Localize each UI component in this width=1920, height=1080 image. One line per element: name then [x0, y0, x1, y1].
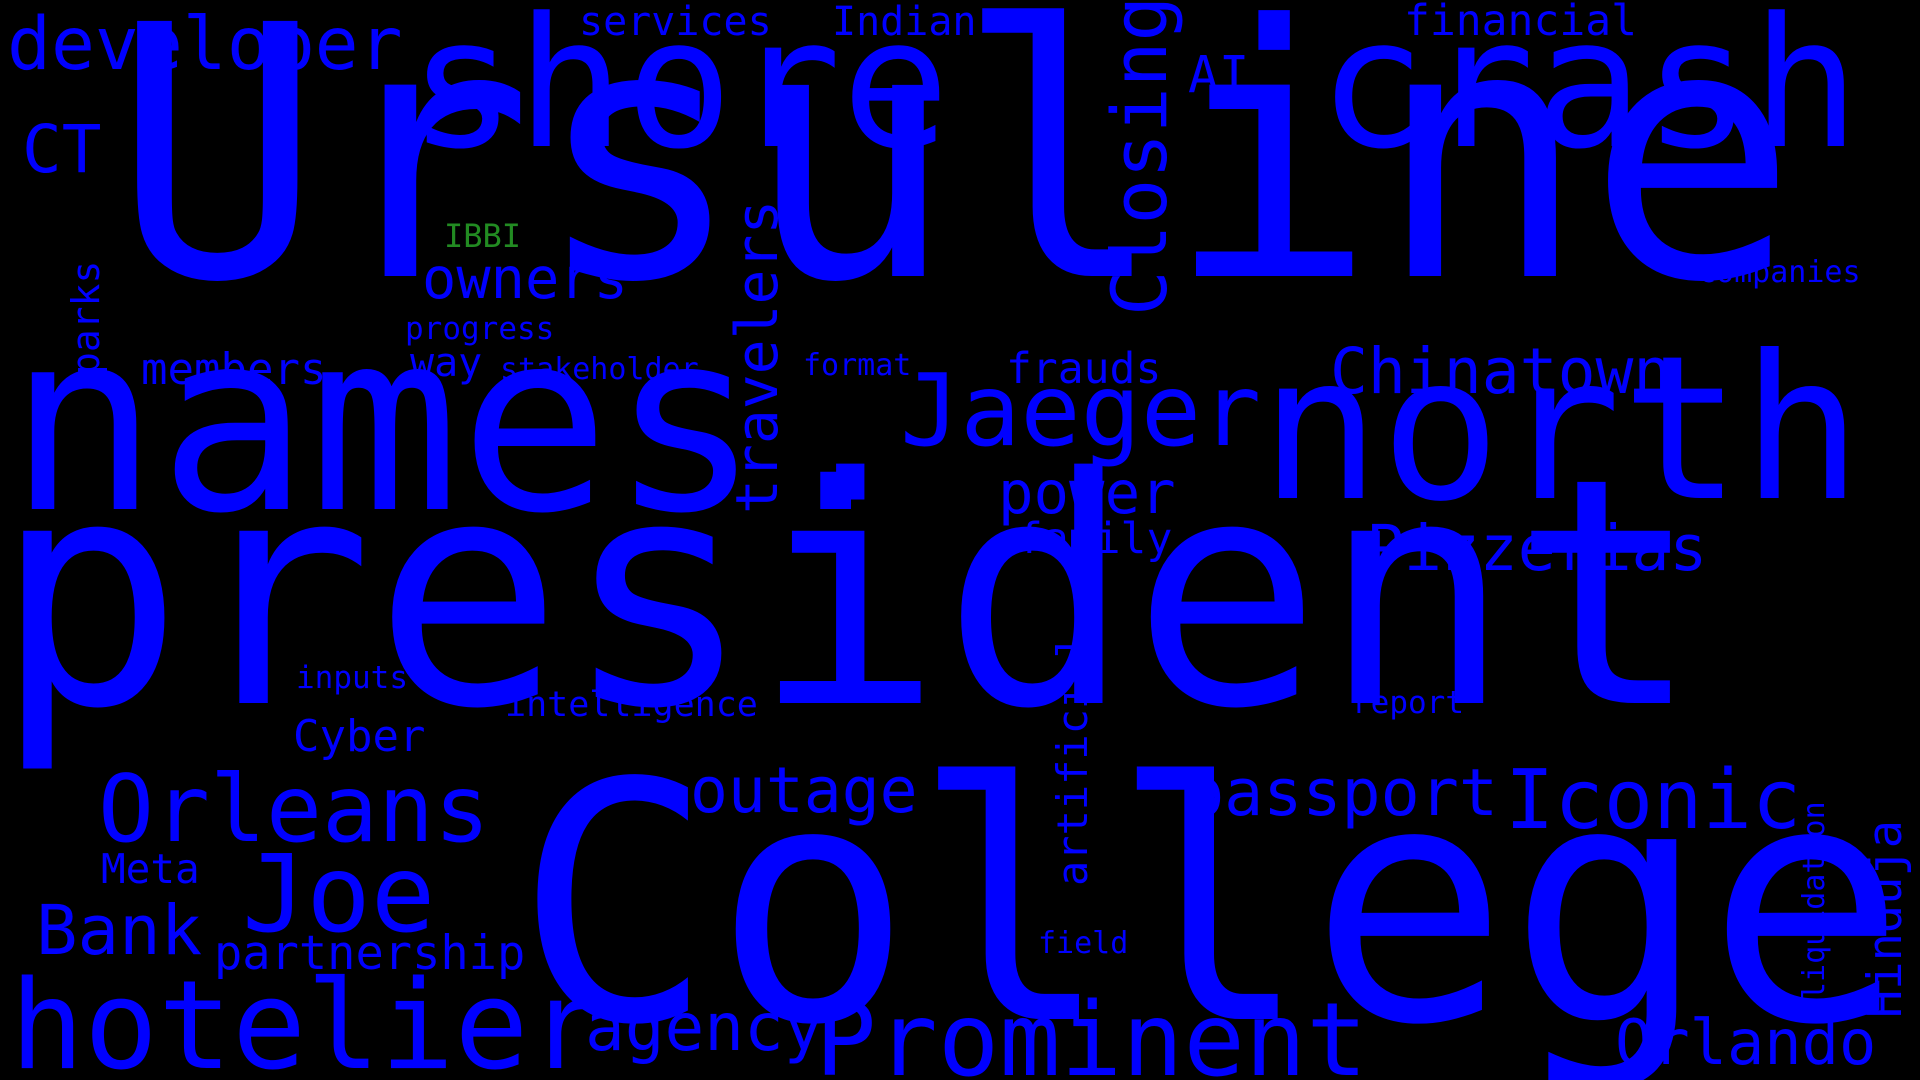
word-ursuline: Ursuline: [112, 0, 1798, 359]
word-outage: outage: [690, 754, 918, 827]
word-passport: passport: [1185, 756, 1499, 831]
word-ibbi: IBBI: [444, 217, 522, 255]
word-partnership: partnership: [214, 926, 526, 981]
word-artificial: artificial: [1048, 633, 1097, 886]
word-joe: Joe: [242, 833, 436, 957]
word-frauds: frauds: [1006, 344, 1162, 394]
word-north: north: [1260, 313, 1863, 546]
word-shore: shore: [408, 0, 950, 189]
word-way: way: [410, 340, 483, 386]
word-orlando: Orlando: [1615, 1006, 1877, 1079]
word-prominent: Prominent: [815, 981, 1368, 1080]
word-meta: Meta: [101, 845, 200, 893]
word-format: format: [803, 348, 912, 383]
word-hinduja: Hinduja: [1858, 819, 1913, 1018]
word-cyber: Cyber: [293, 711, 426, 762]
word-field: field: [1038, 926, 1129, 961]
word-financial: financial: [1404, 0, 1637, 46]
word-members: members: [141, 344, 327, 395]
word-ct: CT: [22, 111, 102, 188]
word-president: president: [0, 412, 1701, 778]
word-closing: Closing: [1095, 0, 1184, 316]
word-agency: agency: [585, 989, 824, 1066]
word-companies: companies: [1698, 255, 1861, 290]
word-stakeholder: stakeholder: [500, 352, 699, 387]
word-orleans: Orleans: [98, 755, 490, 863]
word-family: family: [1017, 514, 1173, 564]
word-inputs: inputs: [296, 660, 408, 696]
word-chinatown: Chinatown: [1330, 335, 1672, 408]
word-parks: parks: [64, 260, 108, 375]
word-pizzerias: Pizzerias: [1366, 512, 1708, 585]
word-iconic: Iconic: [1505, 753, 1802, 848]
word-developer: developer: [7, 2, 403, 87]
word-names: names.: [8, 277, 912, 568]
word-progress: progress: [405, 311, 555, 347]
word-bank: Bank: [36, 891, 203, 971]
word-hotelier: hotelier: [10, 955, 603, 1080]
word-report: report: [1352, 685, 1464, 721]
word-crash: crash: [1318, 0, 1860, 189]
word-jaeger: Jaeger: [900, 352, 1262, 469]
word-intelligence: intelligence: [505, 685, 758, 725]
word-liquidation: liquidation: [1797, 801, 1832, 1000]
word-owners: owners: [422, 246, 628, 312]
word-travelers: travelers: [723, 199, 791, 514]
word-indian: Indian: [832, 0, 977, 45]
word-ai: AI: [1188, 46, 1250, 105]
word-college: College: [515, 713, 1906, 1080]
word-power: power: [998, 458, 1176, 527]
word-services: services: [579, 0, 772, 45]
